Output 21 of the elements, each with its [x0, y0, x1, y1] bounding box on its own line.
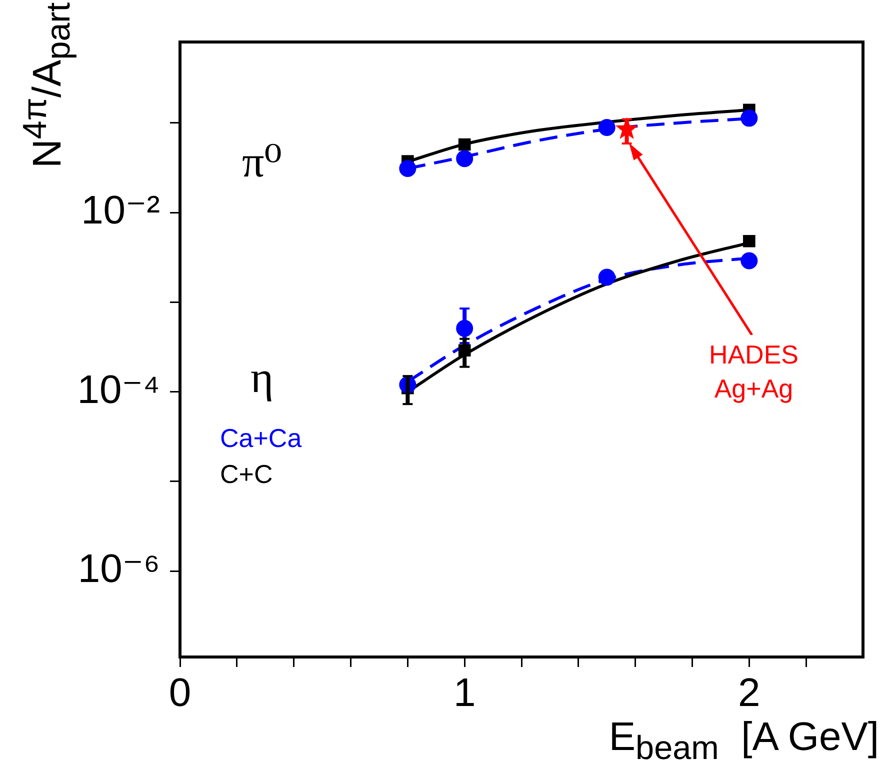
- text: C+C: [220, 459, 273, 490]
- point: [615, 117, 638, 139]
- text: Ca+Ca: [220, 423, 302, 454]
- point: [598, 118, 616, 136]
- x-axis-title: E$_{beam}$ [A GeV]: [608, 714, 879, 769]
- point: [456, 150, 474, 168]
- point: [740, 110, 758, 127]
- x-tick-label: 0: [168, 671, 192, 716]
- x-tick-label: 2: [738, 671, 760, 716]
- point: [598, 268, 616, 286]
- x-tick-label: 1: [453, 671, 476, 716]
- y-tick-label: 10⁻⁶: [78, 547, 160, 592]
- y-tick-label: 10⁻⁴: [77, 368, 160, 412]
- y-tick-label: 10⁻²: [81, 188, 160, 233]
- point: [743, 234, 756, 248]
- point: [740, 252, 758, 270]
- annotation: HADES Ag+Ag: [708, 340, 799, 404]
- annotation: π⁰: [242, 138, 282, 187]
- point: [458, 138, 471, 151]
- annotation: η: [250, 352, 274, 402]
- point: [399, 160, 416, 178]
